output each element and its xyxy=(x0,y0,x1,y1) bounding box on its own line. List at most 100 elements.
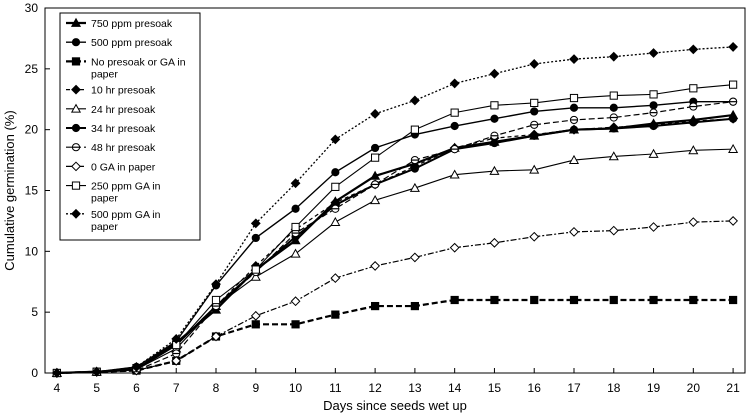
legend-swatch-marker xyxy=(70,17,82,27)
y-tick-label: 5 xyxy=(31,305,38,319)
legend-label: No presoak or GA in paper xyxy=(91,56,186,80)
data-point xyxy=(171,355,182,366)
legend-swatch-marker xyxy=(71,161,81,172)
x-tick-label: 6 xyxy=(133,381,140,395)
data-point xyxy=(51,368,62,378)
data-point xyxy=(330,134,341,145)
data-point xyxy=(211,331,221,342)
series-line xyxy=(56,46,734,374)
legend-swatch-marker xyxy=(71,208,81,219)
data-point xyxy=(370,195,381,205)
legend-item: 10 hr presoak xyxy=(66,85,156,97)
series-line xyxy=(56,101,734,374)
data-point xyxy=(211,279,221,290)
legend-item: No presoak or GA in paper xyxy=(66,56,186,80)
x-tick-label: 19 xyxy=(647,381,661,395)
data-point xyxy=(489,237,500,248)
y-tick-label: 15 xyxy=(25,184,39,198)
legend-swatch-marker xyxy=(71,181,81,190)
legend-label: 34 hr presoak xyxy=(91,123,156,135)
data-point xyxy=(688,217,699,228)
x-tick-label: 20 xyxy=(687,381,701,395)
x-tick-label: 5 xyxy=(93,381,100,395)
data-point xyxy=(569,226,579,237)
legend-item: 500 ppm presoak xyxy=(66,37,173,49)
data-point xyxy=(449,169,460,179)
data-point xyxy=(609,124,618,133)
data-point xyxy=(171,334,182,344)
data-point xyxy=(529,59,540,69)
data-point xyxy=(330,216,341,226)
data-point xyxy=(291,222,300,232)
data-point xyxy=(290,296,301,307)
data-point xyxy=(490,101,499,110)
data-point xyxy=(649,295,658,305)
data-point xyxy=(370,170,381,180)
x-axis-label: Days since seeds wet up xyxy=(323,398,467,413)
data-point xyxy=(450,108,459,117)
data-point xyxy=(450,121,459,131)
legend-label: 250 ppm GA in paper xyxy=(91,181,161,205)
legend-item: 48 hr presoak xyxy=(66,142,156,154)
legend-label: 0 GA in paper xyxy=(91,161,156,173)
y-tick-label: 10 xyxy=(25,244,39,258)
data-point xyxy=(649,101,658,110)
series-7 xyxy=(51,216,739,378)
data-point xyxy=(729,80,738,89)
data-point xyxy=(489,68,500,79)
series-line xyxy=(56,298,734,375)
data-point xyxy=(530,295,539,305)
data-point xyxy=(569,295,579,305)
data-point xyxy=(689,118,698,127)
legend-box xyxy=(59,12,201,241)
data-point xyxy=(450,295,459,305)
data-point xyxy=(251,233,260,243)
legend-item: 24 hr presoak xyxy=(66,103,156,116)
data-point xyxy=(688,145,699,155)
data-point xyxy=(608,225,619,236)
legend-label: 500 ppm GA in paper xyxy=(91,209,161,233)
legend-item: 250 ppm GA in paper xyxy=(66,181,161,205)
x-tick-label: 8 xyxy=(213,381,220,395)
x-tick-label: 7 xyxy=(173,381,180,395)
data-point xyxy=(530,131,539,140)
x-tick-label: 15 xyxy=(488,381,502,395)
x-tick-label: 16 xyxy=(528,381,542,395)
data-point xyxy=(409,95,420,106)
data-point xyxy=(409,182,420,192)
data-point xyxy=(131,362,142,372)
data-point xyxy=(648,48,659,58)
data-point xyxy=(689,295,698,305)
series-layer xyxy=(51,42,739,378)
legend-item: 0 GA in paper xyxy=(66,161,156,173)
data-point xyxy=(728,143,739,153)
x-axis-ticks: 4 5 6 7 8 9 10 11 12 13 14 15 16 17 18 19 20 21 xyxy=(54,368,740,395)
data-point xyxy=(370,108,381,119)
data-point xyxy=(609,295,618,305)
data-point xyxy=(569,54,579,65)
legend-swatch-marker xyxy=(71,38,81,47)
series-2 xyxy=(52,295,738,378)
x-tick-label: 17 xyxy=(567,381,581,395)
data-point xyxy=(250,271,261,281)
data-point xyxy=(530,98,539,108)
y-axis-label: Cumulative germination (%) xyxy=(2,110,17,270)
legend-swatch-marker xyxy=(70,103,82,113)
data-point xyxy=(409,252,420,263)
data-point xyxy=(449,242,460,253)
legend-label: 24 hr presoak xyxy=(91,104,156,116)
data-point xyxy=(490,295,499,305)
legend-swatch-marker xyxy=(71,57,81,66)
data-point xyxy=(608,151,619,161)
data-point xyxy=(729,295,738,305)
x-tick-label: 9 xyxy=(252,381,259,395)
y-tick-label: 30 xyxy=(25,1,39,15)
data-point xyxy=(728,216,739,226)
x-tick-label: 13 xyxy=(408,381,422,395)
data-point xyxy=(410,301,419,311)
data-point xyxy=(371,301,380,311)
data-point xyxy=(331,182,340,191)
data-point xyxy=(569,125,579,134)
legend-item: 34 hr presoak xyxy=(66,123,156,135)
